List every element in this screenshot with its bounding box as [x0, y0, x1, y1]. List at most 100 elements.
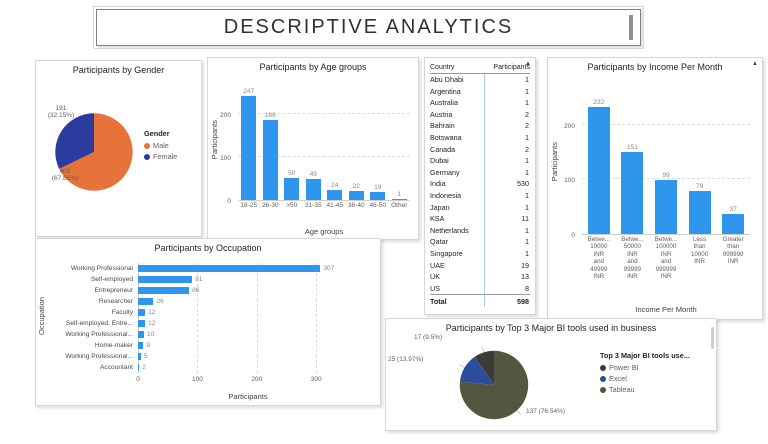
- bar-41-45[interactable]: [327, 189, 343, 200]
- table-row[interactable]: Qatar 1: [430, 236, 530, 248]
- cell-participants: 19: [484, 259, 530, 272]
- cell-participants: 530: [484, 178, 530, 190]
- table-row[interactable]: Australia 1: [430, 97, 530, 109]
- category-label: Working Professional: [70, 265, 133, 272]
- bar-value-label: 151: [626, 143, 638, 151]
- legend-item-power-bi[interactable]: Power BI: [600, 363, 712, 372]
- x-axis-tick: Less than 10000 INR: [690, 236, 709, 266]
- table-row[interactable]: Argentina 1: [430, 85, 530, 98]
- scroll-up-icon[interactable]: ▲: [525, 61, 531, 67]
- x-axis-tick: 36-40: [347, 202, 365, 209]
- bar-home-maker[interactable]: [138, 342, 144, 349]
- legend-item-excel[interactable]: Excel: [600, 374, 712, 383]
- bar-31-35[interactable]: [305, 178, 321, 200]
- x-axis-tick: 18-25: [240, 202, 258, 209]
- bar-entrepreneur[interactable]: [138, 287, 190, 294]
- pie-slice-male[interactable]: [59, 113, 133, 191]
- bar-column: 186: [260, 88, 282, 200]
- column-header-participants[interactable]: Participants: [493, 64, 530, 71]
- table-row[interactable]: Indonesia 1: [430, 189, 530, 202]
- bar-working-professional[interactable]: [138, 331, 144, 338]
- cell-participants: 8: [484, 282, 530, 295]
- bar-column: 49: [303, 88, 325, 200]
- cell-country: Abu Dhabi: [430, 75, 464, 84]
- bar-26-30[interactable]: [262, 119, 278, 200]
- bar-betwe-50000-inr-and-99999-inr[interactable]: [621, 151, 644, 234]
- bar-50[interactable]: [284, 178, 300, 200]
- callout-leader-line: [482, 346, 485, 353]
- bar-betwe-10000-inr-and-49999-inr[interactable]: [587, 107, 610, 234]
- bar-faculty[interactable]: [138, 309, 146, 316]
- bi-tools-pie-card: Participants by Top 3 Major BI tools use…: [385, 318, 717, 431]
- bars: 247 186 50 49 24 22 19 1: [238, 88, 410, 200]
- bar-18-25[interactable]: [241, 96, 257, 200]
- x-axis-tick: Betwe... 100000 INR and 999999 INR: [654, 236, 678, 281]
- bar-working-professional[interactable]: [138, 265, 321, 272]
- pie-slice-female[interactable]: [55, 113, 94, 169]
- table-row[interactable]: UAE 19: [430, 259, 530, 272]
- y-axis-tick: 100: [564, 177, 575, 185]
- table-row[interactable]: Netherlands 1: [430, 224, 530, 237]
- column-header-country[interactable]: Country: [430, 64, 455, 71]
- pie-slice-tableau[interactable]: [459, 350, 529, 420]
- gridline: [238, 155, 410, 157]
- legend-scrollbar[interactable]: [711, 327, 714, 349]
- cell-participants: 1: [484, 131, 530, 144]
- cell-country: UK: [430, 272, 440, 282]
- bar-row: Self-employed 91: [44, 275, 370, 284]
- bar-self-employed[interactable]: [138, 276, 193, 283]
- bar-value-label: 24: [331, 181, 339, 189]
- table-row[interactable]: Canada 2: [430, 143, 530, 156]
- bar-value-label: 99: [662, 171, 670, 179]
- bar-less-than-10000-inr[interactable]: [688, 190, 711, 234]
- bar-betwe-100000-inr-and-999999-inr[interactable]: [654, 179, 677, 234]
- bar-46-50[interactable]: [370, 191, 386, 200]
- legend-item-male[interactable]: Male: [144, 141, 198, 150]
- cell-country: Bahrain: [430, 121, 455, 131]
- y-axis: 0 100 200: [552, 92, 580, 239]
- bar-other[interactable]: [391, 199, 407, 200]
- cell-country: Qatar: [430, 237, 448, 247]
- legend-item-tableau[interactable]: Tableau: [600, 385, 712, 394]
- x-axis-title: Participants: [228, 392, 268, 401]
- table-row[interactable]: KSA 11: [430, 213, 530, 225]
- table-row[interactable]: Bahrain 2: [430, 120, 530, 132]
- table-row[interactable]: Dubai 1: [430, 155, 530, 167]
- pie-slice-excel[interactable]: [459, 356, 494, 385]
- bar-greater-than-999999-inr[interactable]: [722, 213, 745, 234]
- bar-value-label: 91: [195, 276, 203, 283]
- table-row[interactable]: Japan 1: [430, 201, 530, 214]
- table-row[interactable]: Germany 1: [430, 166, 530, 179]
- x-axis-tick: Betwe... 10000 INR and 49999 INR: [587, 236, 610, 281]
- bar-36-40[interactable]: [348, 190, 364, 200]
- bi-tools-pie: [459, 346, 529, 420]
- plot-area: 232 151 99 79 37 Betwe... 10000 INR and 4999…: [582, 92, 750, 280]
- y-axis-tick: 200: [564, 122, 575, 130]
- bar-researcher[interactable]: [138, 298, 154, 305]
- cell-country: US: [430, 283, 440, 293]
- bar-value-label: 86: [192, 287, 200, 294]
- gridline: [138, 263, 139, 373]
- table-row[interactable]: UK 13: [430, 271, 530, 283]
- scroll-up-icon[interactable]: ▲: [752, 61, 758, 67]
- bar-row: Home-maker 9: [44, 341, 370, 350]
- table-row[interactable]: Singapore 1: [430, 247, 530, 260]
- bar-self-employed-entre[interactable]: [138, 320, 146, 327]
- table-row[interactable]: Austria 2: [430, 108, 530, 121]
- table-row[interactable]: India 530: [430, 178, 530, 190]
- bar-working-professional[interactable]: [138, 353, 141, 360]
- category-label: Researcher: [98, 298, 133, 305]
- total-label: Total: [430, 297, 447, 307]
- bar-value-label: 37: [729, 205, 737, 213]
- table-row[interactable]: Abu Dhabi 1: [430, 74, 530, 86]
- bar-accountant[interactable]: [138, 364, 140, 371]
- y-axis-tick: 0: [227, 198, 231, 205]
- bar-value-label: 1: [397, 191, 402, 198]
- pie-slice-power-bi[interactable]: [474, 350, 494, 385]
- x-axis-tick: >50: [286, 202, 298, 209]
- plot-area: Working Professional 307 Self-employed 91 En…: [44, 263, 370, 383]
- legend-item-female[interactable]: Female: [144, 152, 198, 161]
- table-row[interactable]: US 8: [430, 282, 530, 295]
- legend-title: Top 3 Major BI tools use...: [600, 351, 690, 360]
- table-row[interactable]: Botswana 1: [430, 131, 530, 144]
